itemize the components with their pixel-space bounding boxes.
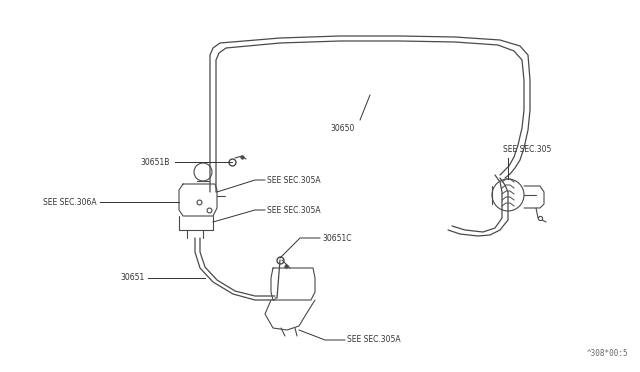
Text: SEE SEC.305A: SEE SEC.305A: [267, 176, 321, 185]
Text: SEE SEC.305: SEE SEC.305: [503, 145, 552, 154]
Text: 30651B: 30651B: [141, 157, 170, 167]
Text: SEE SEC.305A: SEE SEC.305A: [267, 205, 321, 215]
Text: 30650: 30650: [331, 124, 355, 133]
Text: ^308*00:5: ^308*00:5: [586, 349, 628, 358]
Text: SEE SEC.305A: SEE SEC.305A: [347, 336, 401, 344]
Text: 30651: 30651: [121, 273, 145, 282]
Text: SEE SEC.306A: SEE SEC.306A: [44, 198, 97, 206]
Text: 30651C: 30651C: [322, 234, 351, 243]
